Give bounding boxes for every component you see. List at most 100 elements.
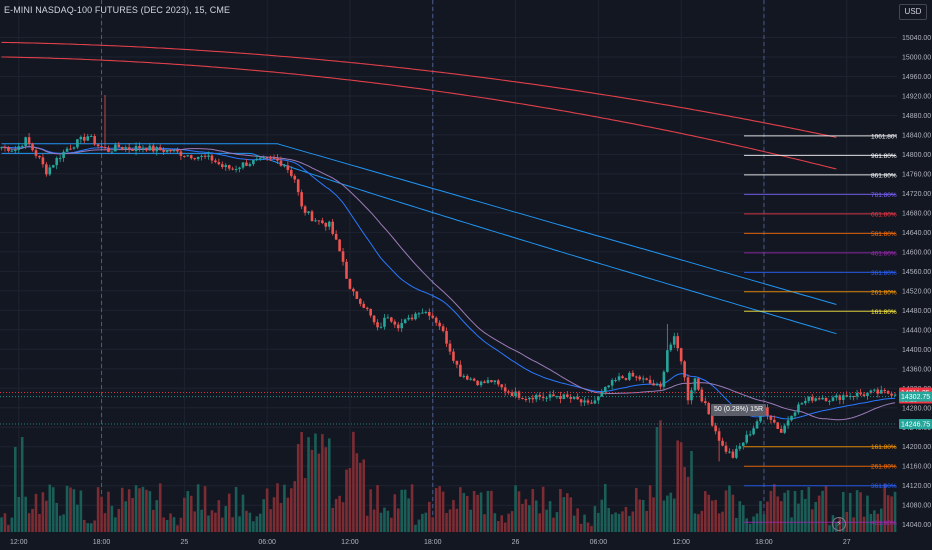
volume-bar [272, 497, 276, 532]
candle [221, 164, 224, 168]
candle [624, 378, 628, 380]
volume-bar [697, 514, 700, 532]
candle [272, 157, 276, 159]
volume-bar [227, 493, 231, 532]
candle [51, 165, 55, 168]
candle [469, 378, 472, 380]
volume-bar [383, 507, 386, 532]
volume-bar [559, 489, 562, 532]
price-tick-label: 14680.00 [902, 210, 931, 217]
candle [831, 397, 835, 401]
candle [755, 421, 759, 429]
candle [117, 144, 121, 147]
volume-bar [641, 500, 645, 532]
volume-bar [662, 500, 666, 532]
volume-bar [131, 497, 134, 532]
volume-bar [348, 468, 352, 532]
price-tick-label: 14880.00 [902, 113, 931, 120]
volume-bar [579, 523, 583, 532]
candle [590, 402, 593, 404]
volume-bar [365, 515, 369, 532]
volume-bar [469, 509, 472, 532]
candle [127, 147, 131, 150]
volume-bar [517, 491, 521, 532]
volume-bar [421, 513, 424, 532]
candle [372, 315, 376, 323]
volume-bar [372, 509, 376, 532]
candle [517, 391, 521, 398]
candle [476, 380, 479, 386]
volume-bar [690, 450, 693, 532]
volume-bar [572, 515, 576, 532]
volume-bar [476, 494, 479, 532]
volume-bar [655, 427, 659, 532]
fib-label: 861.80% [871, 172, 897, 179]
volume-bar [34, 493, 38, 532]
volume-bar [428, 501, 431, 532]
lightning-icon[interactable]: ⚡ [832, 517, 846, 531]
volume-bar [631, 511, 635, 532]
volume-bar [338, 495, 341, 532]
volume-bar [283, 484, 286, 532]
candle [179, 151, 183, 156]
volume-bar [724, 490, 728, 532]
volume-bar [255, 516, 259, 532]
candle [817, 398, 821, 400]
candle [276, 158, 279, 161]
volume-bar [324, 447, 328, 532]
candle [231, 168, 234, 170]
volume-bar [624, 507, 628, 532]
volume-bar [555, 512, 559, 532]
price-tick-label: 14840.00 [902, 132, 931, 139]
candle [735, 448, 738, 458]
volume-bar [817, 495, 821, 532]
candle [452, 351, 455, 361]
candle [652, 383, 655, 386]
volume-bar [45, 500, 48, 532]
candle [503, 387, 507, 392]
fib-label: 961.80% [871, 153, 897, 160]
candle [697, 378, 700, 390]
volume-bar [120, 487, 124, 532]
time-tick-label: 26 [512, 539, 520, 546]
currency-selector[interactable]: USD [899, 4, 927, 20]
candle [693, 378, 697, 391]
candle [245, 162, 248, 166]
candle [597, 396, 600, 401]
volume-bar [700, 510, 704, 532]
volume-bar [607, 508, 610, 532]
candle [120, 146, 124, 149]
volume-bar [224, 506, 228, 532]
volume-bar [379, 512, 383, 532]
candle [286, 165, 290, 171]
volume-bar [783, 492, 786, 532]
volume-bar [500, 515, 504, 532]
candle [338, 239, 341, 252]
volume-bar [96, 487, 100, 532]
volume-bar [597, 512, 600, 532]
fib-label: 661.80% [871, 211, 897, 218]
candle [617, 376, 621, 381]
candle [41, 157, 45, 165]
candle [810, 396, 814, 401]
candle [255, 158, 259, 160]
candle [686, 377, 690, 401]
volume-bar [686, 476, 690, 532]
volume-bar [79, 490, 83, 532]
candle [345, 261, 348, 279]
volume-bar [548, 501, 552, 532]
volume-bar [307, 437, 310, 532]
ma-red-upper [1, 41, 837, 138]
candle [483, 381, 486, 383]
fib-label: 561.80% [871, 231, 897, 238]
candle [428, 312, 431, 316]
volume-bar [855, 490, 859, 532]
candle [645, 378, 648, 380]
candle [783, 425, 786, 433]
volume-bar [3, 513, 7, 532]
volume-bar [193, 511, 196, 532]
candle [776, 422, 780, 429]
volume-bar [752, 516, 755, 532]
candle [62, 151, 65, 159]
